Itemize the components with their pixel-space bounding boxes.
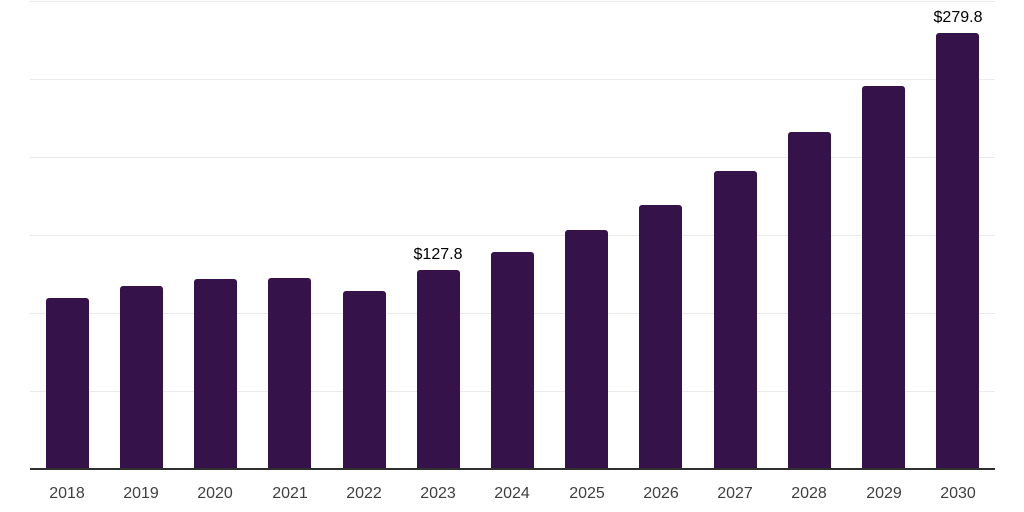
x-axis-line: [30, 468, 995, 470]
bar-2021: [268, 278, 311, 469]
x-tick-label-2026: 2026: [643, 485, 679, 502]
bar-2018: [46, 298, 89, 469]
bar-2025: [565, 230, 608, 469]
x-tick-label-2029: 2029: [866, 485, 902, 502]
x-tick-label-2025: 2025: [569, 485, 605, 502]
bar-2024: [491, 252, 534, 469]
bar-2026: [639, 205, 682, 469]
bar-2022: [343, 291, 386, 469]
data-label-2023: $127.8: [413, 246, 463, 263]
gridline: [30, 157, 995, 158]
x-tick-label-2021: 2021: [272, 485, 308, 502]
x-tick-label-2024: 2024: [494, 485, 530, 502]
gridline: [30, 79, 995, 80]
gridline: [30, 1, 995, 2]
bar-2020: [194, 279, 237, 469]
x-tick-label-2018: 2018: [49, 485, 85, 502]
bar-2019: [120, 286, 163, 469]
x-tick-label-2020: 2020: [197, 485, 233, 502]
bar-2029: [862, 86, 905, 469]
bar-2027: [714, 171, 757, 469]
x-tick-label-2022: 2022: [346, 485, 382, 502]
x-tick-label-2028: 2028: [791, 485, 827, 502]
bar-2030: [936, 33, 979, 469]
data-label-2030: $279.8: [933, 9, 983, 26]
x-tick-label-2027: 2027: [717, 485, 753, 502]
bar-2023: [417, 270, 460, 469]
x-tick-label-2030: 2030: [940, 485, 976, 502]
gridline: [30, 235, 995, 236]
bar-2028: [788, 132, 831, 469]
x-tick-label-2023: 2023: [420, 485, 456, 502]
x-tick-label-2019: 2019: [123, 485, 159, 502]
